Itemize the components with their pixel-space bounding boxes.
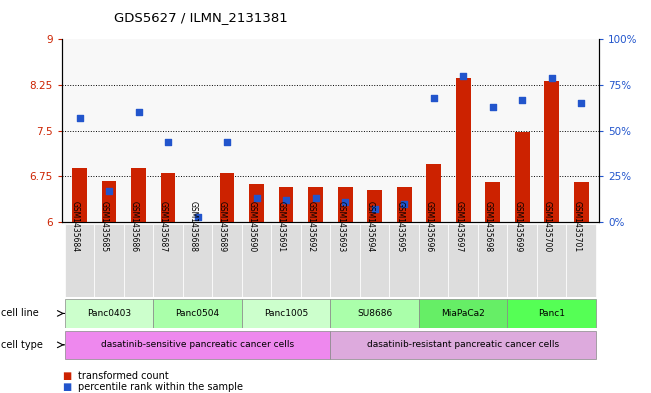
Bar	[279, 187, 294, 222]
Point	[133, 109, 144, 116]
Text: GSM1435690: GSM1435690	[247, 201, 256, 253]
Point	[488, 104, 498, 110]
Bar	[338, 187, 352, 222]
Text: GSM1435693: GSM1435693	[336, 201, 345, 253]
Text: dasatinib-sensitive pancreatic cancer cells: dasatinib-sensitive pancreatic cancer ce…	[101, 340, 294, 349]
Text: Panc1005: Panc1005	[264, 309, 308, 318]
Text: cell type: cell type	[1, 340, 43, 350]
Bar	[249, 184, 264, 222]
Bar	[456, 78, 471, 222]
Text: percentile rank within the sample: percentile rank within the sample	[78, 382, 243, 392]
FancyBboxPatch shape	[360, 224, 389, 297]
Bar	[72, 169, 87, 222]
Text: GSM1435700: GSM1435700	[543, 201, 551, 253]
Text: GSM1435685: GSM1435685	[100, 201, 109, 252]
Point	[74, 115, 85, 121]
Point	[576, 100, 587, 107]
FancyBboxPatch shape	[65, 299, 154, 328]
FancyBboxPatch shape	[537, 224, 566, 297]
Point	[517, 96, 527, 103]
Text: GSM1435699: GSM1435699	[513, 201, 522, 253]
Text: GDS5627 / ILMN_2131381: GDS5627 / ILMN_2131381	[114, 11, 288, 24]
FancyBboxPatch shape	[449, 224, 478, 297]
Point	[251, 195, 262, 202]
FancyBboxPatch shape	[242, 224, 271, 297]
Bar	[396, 187, 411, 222]
Text: GSM1435688: GSM1435688	[189, 202, 198, 252]
Bar	[485, 182, 500, 222]
Point	[428, 95, 439, 101]
FancyBboxPatch shape	[419, 224, 449, 297]
FancyBboxPatch shape	[389, 224, 419, 297]
FancyBboxPatch shape	[154, 224, 183, 297]
FancyBboxPatch shape	[507, 224, 537, 297]
Point	[163, 138, 173, 145]
Text: GSM1435689: GSM1435689	[218, 201, 227, 252]
FancyBboxPatch shape	[330, 224, 360, 297]
Text: cell line: cell line	[1, 309, 39, 318]
FancyBboxPatch shape	[330, 331, 596, 359]
Text: ■: ■	[62, 371, 71, 382]
Text: GSM1435692: GSM1435692	[307, 201, 316, 252]
Text: GSM1435684: GSM1435684	[70, 201, 79, 252]
Bar	[574, 182, 589, 222]
FancyBboxPatch shape	[65, 331, 330, 359]
Text: GSM1435686: GSM1435686	[130, 201, 139, 252]
Bar	[161, 173, 176, 222]
Text: GSM1435696: GSM1435696	[424, 201, 434, 253]
Bar	[426, 163, 441, 222]
Text: GSM1435691: GSM1435691	[277, 201, 286, 252]
Text: MiaPaCa2: MiaPaCa2	[441, 309, 485, 318]
FancyBboxPatch shape	[301, 224, 330, 297]
Point	[546, 75, 557, 81]
FancyBboxPatch shape	[271, 224, 301, 297]
Point	[281, 197, 292, 203]
Bar	[544, 81, 559, 222]
Text: dasatinib-resistant pancreatic cancer cells: dasatinib-resistant pancreatic cancer ce…	[367, 340, 559, 349]
FancyBboxPatch shape	[242, 299, 330, 328]
Point	[222, 138, 232, 145]
Point	[104, 188, 115, 194]
FancyBboxPatch shape	[154, 299, 242, 328]
Text: transformed count: transformed count	[78, 371, 169, 382]
Point	[340, 199, 350, 205]
Point	[458, 73, 468, 79]
Bar	[515, 132, 529, 222]
Point	[369, 206, 380, 212]
FancyBboxPatch shape	[330, 299, 419, 328]
FancyBboxPatch shape	[212, 224, 242, 297]
Point	[399, 200, 409, 207]
Text: GSM1435694: GSM1435694	[366, 201, 374, 253]
Point	[311, 195, 321, 202]
FancyBboxPatch shape	[183, 224, 212, 297]
Text: Panc0403: Panc0403	[87, 309, 131, 318]
Text: ■: ■	[62, 382, 71, 392]
Bar	[367, 190, 382, 222]
Point	[193, 213, 203, 220]
Text: GSM1435697: GSM1435697	[454, 201, 463, 253]
FancyBboxPatch shape	[478, 224, 507, 297]
Text: Panc1: Panc1	[538, 309, 565, 318]
Bar	[309, 187, 323, 222]
Text: SU8686: SU8686	[357, 309, 393, 318]
FancyBboxPatch shape	[94, 224, 124, 297]
Text: Panc0504: Panc0504	[176, 309, 219, 318]
FancyBboxPatch shape	[65, 224, 94, 297]
Text: GSM1435701: GSM1435701	[572, 201, 581, 252]
Text: GSM1435698: GSM1435698	[484, 201, 493, 252]
FancyBboxPatch shape	[419, 299, 507, 328]
FancyBboxPatch shape	[566, 224, 596, 297]
Bar	[220, 173, 234, 222]
Bar	[132, 169, 146, 222]
FancyBboxPatch shape	[124, 224, 154, 297]
Text: GSM1435695: GSM1435695	[395, 201, 404, 253]
Bar	[102, 181, 117, 222]
FancyBboxPatch shape	[507, 299, 596, 328]
Text: GSM1435687: GSM1435687	[159, 201, 168, 252]
